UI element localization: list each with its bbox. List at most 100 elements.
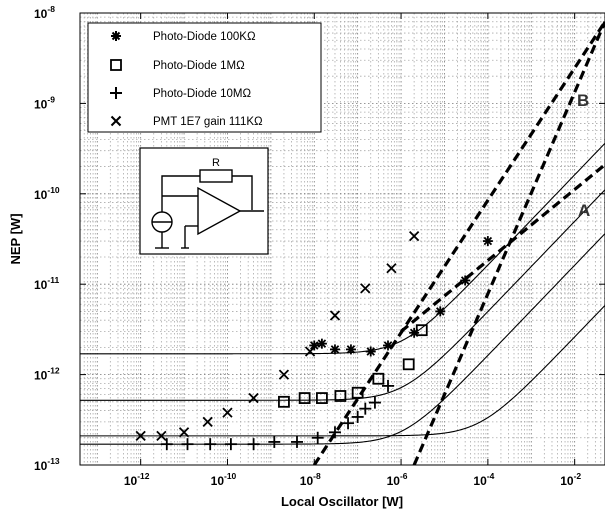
marker-stroke xyxy=(135,430,146,442)
tick-base: 10 xyxy=(34,7,48,21)
legend-entry-2: Photo-Diode 1MΩ xyxy=(110,59,245,72)
marker-stroke xyxy=(415,324,428,337)
marker-stroke xyxy=(222,407,233,418)
tick-exponent: -12 xyxy=(47,366,60,376)
marker-stroke xyxy=(248,392,259,404)
tick-exponent: -10 xyxy=(224,471,237,481)
legend-marker-square xyxy=(110,59,122,71)
data-point-x xyxy=(248,392,259,404)
tick-base: 10 xyxy=(387,474,401,488)
tick-exponent: -11 xyxy=(47,275,59,285)
marker-stroke xyxy=(408,231,420,242)
data-point-plus xyxy=(351,410,364,423)
model-curve xyxy=(80,305,605,437)
legend-marker-plus xyxy=(110,87,122,99)
marker-stroke xyxy=(460,276,470,285)
y-axis-title: NEP [W] xyxy=(8,213,23,264)
asymptote-line xyxy=(412,21,605,465)
data-point-plus xyxy=(311,431,324,444)
y-tick-label: 10-8 xyxy=(34,4,55,21)
data-point-asterisk xyxy=(482,236,493,247)
data-point-square xyxy=(402,358,415,371)
marker-stroke xyxy=(317,339,327,348)
data-point-plus xyxy=(290,435,303,448)
data-point-x xyxy=(408,231,420,242)
data-point-x xyxy=(178,427,190,438)
tick-exponent: -4 xyxy=(487,471,495,481)
data-point-x xyxy=(222,407,233,418)
tick-base: 10 xyxy=(124,474,138,488)
legend-box xyxy=(87,22,322,133)
marker-stroke xyxy=(334,390,347,402)
tick-labels: 10-12 10-10 10-8 10-6 10-4 10-210-1310-1210-1… xyxy=(34,4,581,488)
tick-base: 10 xyxy=(34,97,48,111)
marker-stroke xyxy=(346,345,356,354)
data-point-square xyxy=(334,390,347,402)
y-tick-label: 10-11 xyxy=(34,275,59,292)
plot-frame xyxy=(79,12,605,466)
marker-stroke xyxy=(330,345,340,354)
marker-stroke xyxy=(366,347,375,356)
x-tick-label: 10-10 xyxy=(211,471,237,488)
y-tick-label: 10-9 xyxy=(34,94,55,111)
legend: Photo-Diode 100KΩ Photo-Diode 1MΩ Photo-… xyxy=(87,22,322,133)
resistor-label: R xyxy=(212,157,220,169)
annotation-a: A xyxy=(578,201,590,220)
marker-stroke xyxy=(278,369,290,380)
x-tick-label: 10-6 xyxy=(387,471,408,488)
legend-label: Photo-Diode 10MΩ xyxy=(153,88,251,100)
grid xyxy=(80,13,605,465)
x-tick-label: 10-8 xyxy=(300,471,321,488)
marker-stroke xyxy=(156,430,167,442)
marker-stroke xyxy=(329,310,341,321)
data-point-plus xyxy=(328,426,341,439)
data-point-asterisk xyxy=(309,340,320,351)
x-tick-label: 10-2 xyxy=(560,471,581,488)
data-point-x xyxy=(360,283,371,294)
marker-stroke xyxy=(360,283,371,294)
data-point-x xyxy=(329,310,341,321)
x-axis-title: Local Oscillator [W] xyxy=(281,494,403,509)
data-point-asterisk xyxy=(316,338,327,349)
legend-label: Photo-Diode 1MΩ xyxy=(153,60,245,72)
marker-stroke xyxy=(310,341,319,350)
tick-exponent: -2 xyxy=(574,471,582,481)
marker-stroke xyxy=(202,416,213,428)
data-point-square xyxy=(415,324,428,337)
tick-base: 10 xyxy=(34,278,48,292)
legend-entry-4: PMT 1E7 gain 111KΩ xyxy=(110,115,263,128)
data-point-asterisk xyxy=(365,346,376,357)
annotation-b: B xyxy=(577,91,589,110)
data-point-x xyxy=(304,346,316,357)
data-points xyxy=(135,231,493,451)
data-point-x xyxy=(135,430,146,442)
data-point-x xyxy=(278,369,290,380)
tick-exponent: -9 xyxy=(47,94,55,104)
data-point-square xyxy=(298,392,311,404)
tick-exponent: -6 xyxy=(400,471,408,481)
data-point-plus xyxy=(382,379,395,392)
y-tick-label: 10-12 xyxy=(34,366,60,383)
tick-base: 10 xyxy=(211,474,225,488)
legend-entry-3: Photo-Diode 10MΩ xyxy=(110,87,251,100)
model-curves xyxy=(80,142,605,445)
tick-base: 10 xyxy=(34,459,48,473)
legend-label: PMT 1E7 gain 111KΩ xyxy=(153,116,263,128)
data-point-square xyxy=(278,395,290,408)
data-point-square xyxy=(372,372,385,385)
marker-stroke xyxy=(304,346,316,357)
x-tick-label: 10-4 xyxy=(473,471,494,488)
marker-stroke xyxy=(483,236,493,246)
data-point-plus xyxy=(160,438,173,451)
marker-stroke xyxy=(316,392,328,404)
asymptote-line xyxy=(400,163,605,333)
data-point-asterisk xyxy=(435,306,446,317)
data-point-asterisk xyxy=(329,344,340,355)
y-tick-label: 10-10 xyxy=(34,185,60,202)
marker-stroke xyxy=(386,263,397,274)
data-point-square xyxy=(351,386,364,399)
data-point-plus xyxy=(359,402,372,415)
tick-base: 10 xyxy=(560,474,574,488)
tick-base: 10 xyxy=(300,474,314,488)
